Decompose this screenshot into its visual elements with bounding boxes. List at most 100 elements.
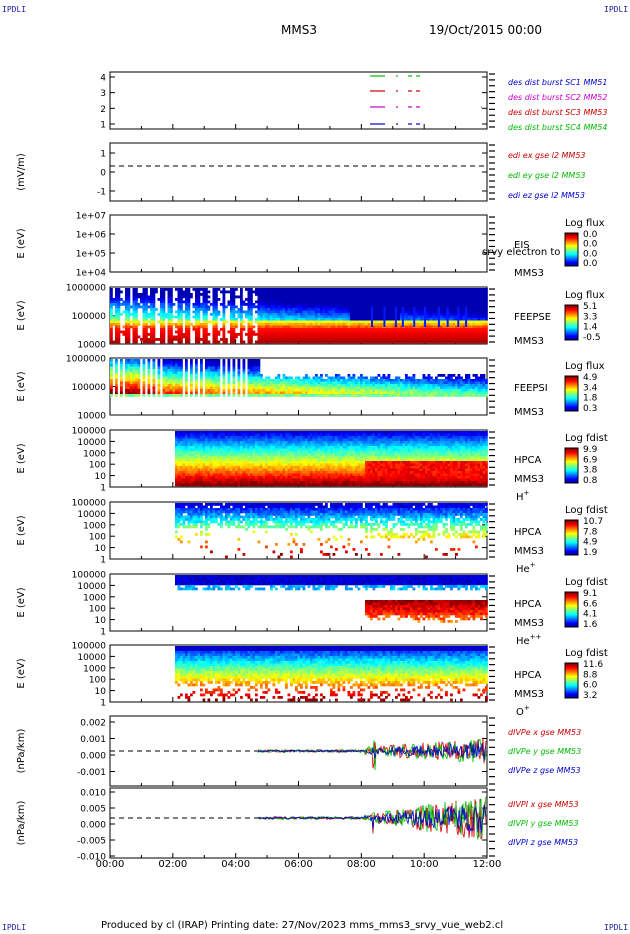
spectrogram-cell [442,389,446,392]
spectrogram-cell [352,325,356,329]
spectrogram-cell [385,338,388,341]
spectrogram-cell [405,313,408,316]
spectrogram-cell [300,300,303,304]
spectrogram-cell [377,290,381,294]
spectrogram-cell [117,288,121,291]
spectrogram-cell [485,305,488,309]
spectrogram-cell [457,374,461,377]
colorbar-swatch [565,395,578,397]
spectrogram-cell [162,323,166,326]
spectrogram-cell [437,379,441,382]
spectrogram-cell [432,308,436,311]
spectrogram-cell [117,313,121,316]
spectrogram-cell [382,391,386,395]
spectrogram-cell [252,361,256,365]
spectrogram-cell [252,389,256,392]
spectrogram-cell [287,340,291,344]
spectrogram-cell [367,313,371,316]
spectrogram-cell [367,320,371,324]
spectrogram-cell [110,333,113,336]
spectrogram-cell [450,374,453,377]
spectrogram-cell [240,298,243,301]
spectrogram-cell [195,330,198,334]
spectrogram-cell [340,298,343,301]
spectrogram-cell [222,366,226,370]
spectrogram-cell [395,330,398,334]
spectrogram-cell [472,389,476,392]
spectrogram-cell [482,394,486,397]
spectrogram-cell [277,379,281,382]
spectrogram-cell [142,338,146,341]
colorbar-swatch [565,325,578,327]
spectrogram-cell [345,295,348,299]
spectrogram-cell [375,328,378,331]
spectrogram-cell [475,323,478,326]
spectrogram-cell [137,366,141,370]
spectrogram-cell [482,295,486,299]
spectrogram-cell [232,333,236,336]
spectrogram-cell [255,318,258,321]
spectrogram-cell [382,335,386,339]
spectrogram-cell [412,295,416,299]
spectrogram-cell [282,381,286,385]
spectrogram-cell [392,310,396,314]
spectrogram-cell [447,379,451,382]
spectrogram-cell [132,359,136,362]
spectrogram-cell [380,295,383,299]
spectrogram-cell [142,293,146,296]
spectrogram-cell [190,433,193,437]
spectrogram-cell [420,384,423,387]
spectrogram-cell [137,295,141,299]
spectrogram-cell [177,443,181,447]
spectrogram-cell [337,290,341,294]
spectrogram-cell [342,338,346,341]
spectrogram-cell [180,386,183,390]
spectrogram-cell [257,376,261,380]
spectrogram-cell [247,313,251,316]
spectrogram-cell [300,295,303,299]
spectrogram-cell [212,361,216,365]
spectrogram-cell [320,374,323,377]
spectrogram-cell [437,394,441,397]
spectrogram-cell [347,315,351,319]
spectrogram-cell [152,338,156,341]
spectrogram-cell [370,340,373,344]
spectrogram-cell [400,318,403,321]
spectrogram-cell [462,379,466,382]
spectrogram-cell [340,391,343,395]
spectrogram-cell [197,295,201,299]
spectrogram-cell [210,384,213,387]
spectrogram-cell [270,325,273,329]
spectrogram-cell [450,333,453,336]
spectrogram-cell [320,391,323,395]
spectrogram-cell [197,441,201,444]
spectrogram-cell [445,293,448,296]
spectrogram-cell [292,310,296,314]
spectrogram-cell [180,451,183,454]
spectrogram-cell [195,461,198,464]
spectrogram-cell [150,295,153,299]
spectrogram-cell [300,394,303,397]
spectrogram-cell [475,391,478,395]
spectrogram-cell [422,381,426,385]
spectrogram-cell [205,448,208,452]
spectrogram-cell [280,340,283,344]
instrument-label: MMS3 [514,268,544,279]
colorbar-swatch [565,321,578,323]
spectrogram-cell [380,394,383,397]
spectrogram-cell [355,303,358,306]
spectrogram-cell [360,340,363,344]
spectrogram-cell [207,433,211,437]
spectrogram-cell [167,359,171,362]
spectrogram-cell [127,330,131,334]
spectrogram-cell [272,384,276,387]
spectrogram-cell [235,318,238,321]
spectrogram-cell [430,298,433,301]
spectrogram-cell [380,379,383,382]
spectrogram-cell [175,376,178,380]
spectrogram-cell [407,381,411,385]
spectrogram-cell [375,384,378,387]
spectrogram-cell [412,293,416,296]
spectrogram-cell [195,308,198,311]
spectrogram-cell [277,330,281,334]
